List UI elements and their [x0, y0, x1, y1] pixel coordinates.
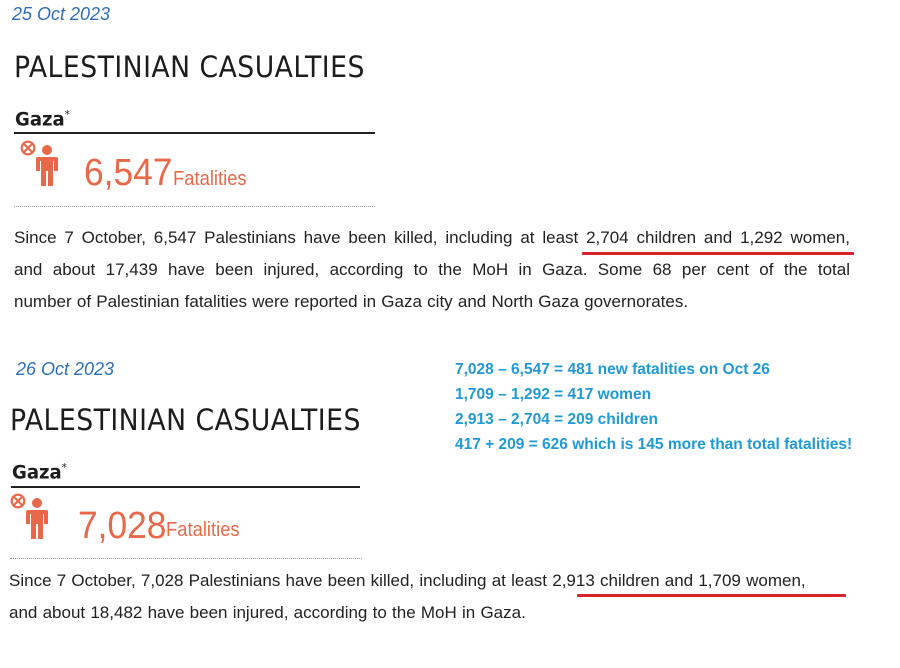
region-rule	[14, 132, 375, 134]
casualty-paragraph: Since 7 October, 7,028 Palestinians have…	[9, 565, 849, 629]
person-fatality-icon	[20, 140, 60, 186]
annotation-line: 7,028 – 6,547 = 481 new fatalities on Oc…	[455, 361, 770, 378]
region-rule	[11, 486, 360, 488]
person-icon	[20, 140, 58, 186]
paragraph-line: and about 18,482 have been injured, acco…	[9, 603, 526, 622]
fatalities-label: Fatalities	[166, 519, 240, 541]
paragraph-line: Since 7 October, 7,028 Palestinians have…	[9, 571, 806, 590]
fatalities-count: 7,028	[78, 505, 167, 547]
fatalities-count: 6,547	[84, 152, 173, 194]
highlight-underline	[577, 594, 846, 597]
annotation-line: 2,913 – 2,704 = 209 children	[455, 411, 658, 428]
calculation-annotation: 7,028 – 6,547 = 481 new fatalities on Oc…	[455, 357, 852, 457]
region-label: Gaza*	[12, 461, 67, 484]
section-divider	[14, 206, 375, 207]
person-fatality-icon	[10, 493, 50, 539]
page-title: PALESTINIAN CASUALTIES	[14, 50, 365, 84]
region-label: Gaza*	[15, 108, 70, 131]
paragraph-line: number of Palestinian fatalities were re…	[14, 292, 689, 311]
paragraph-line: Since 7 October, 6,547 Palestinians have…	[14, 228, 850, 247]
fatalities-label: Fatalities	[173, 168, 247, 190]
section-divider	[10, 558, 362, 559]
highlight-underline	[582, 252, 854, 255]
report-date: 26 Oct 2023	[16, 359, 115, 379]
report-date: 25 Oct 2023	[12, 4, 111, 24]
person-icon	[10, 493, 48, 539]
annotation-line: 417 + 209 = 626 which is 145 more than t…	[455, 436, 853, 453]
page-title: PALESTINIAN CASUALTIES	[10, 403, 361, 437]
paragraph-line: and about 17,439 have been injured, acco…	[14, 260, 850, 279]
annotation-line: 1,709 – 1,292 = 417 women	[455, 386, 652, 403]
casualty-paragraph: Since 7 October, 6,547 Palestinians have…	[14, 222, 850, 318]
